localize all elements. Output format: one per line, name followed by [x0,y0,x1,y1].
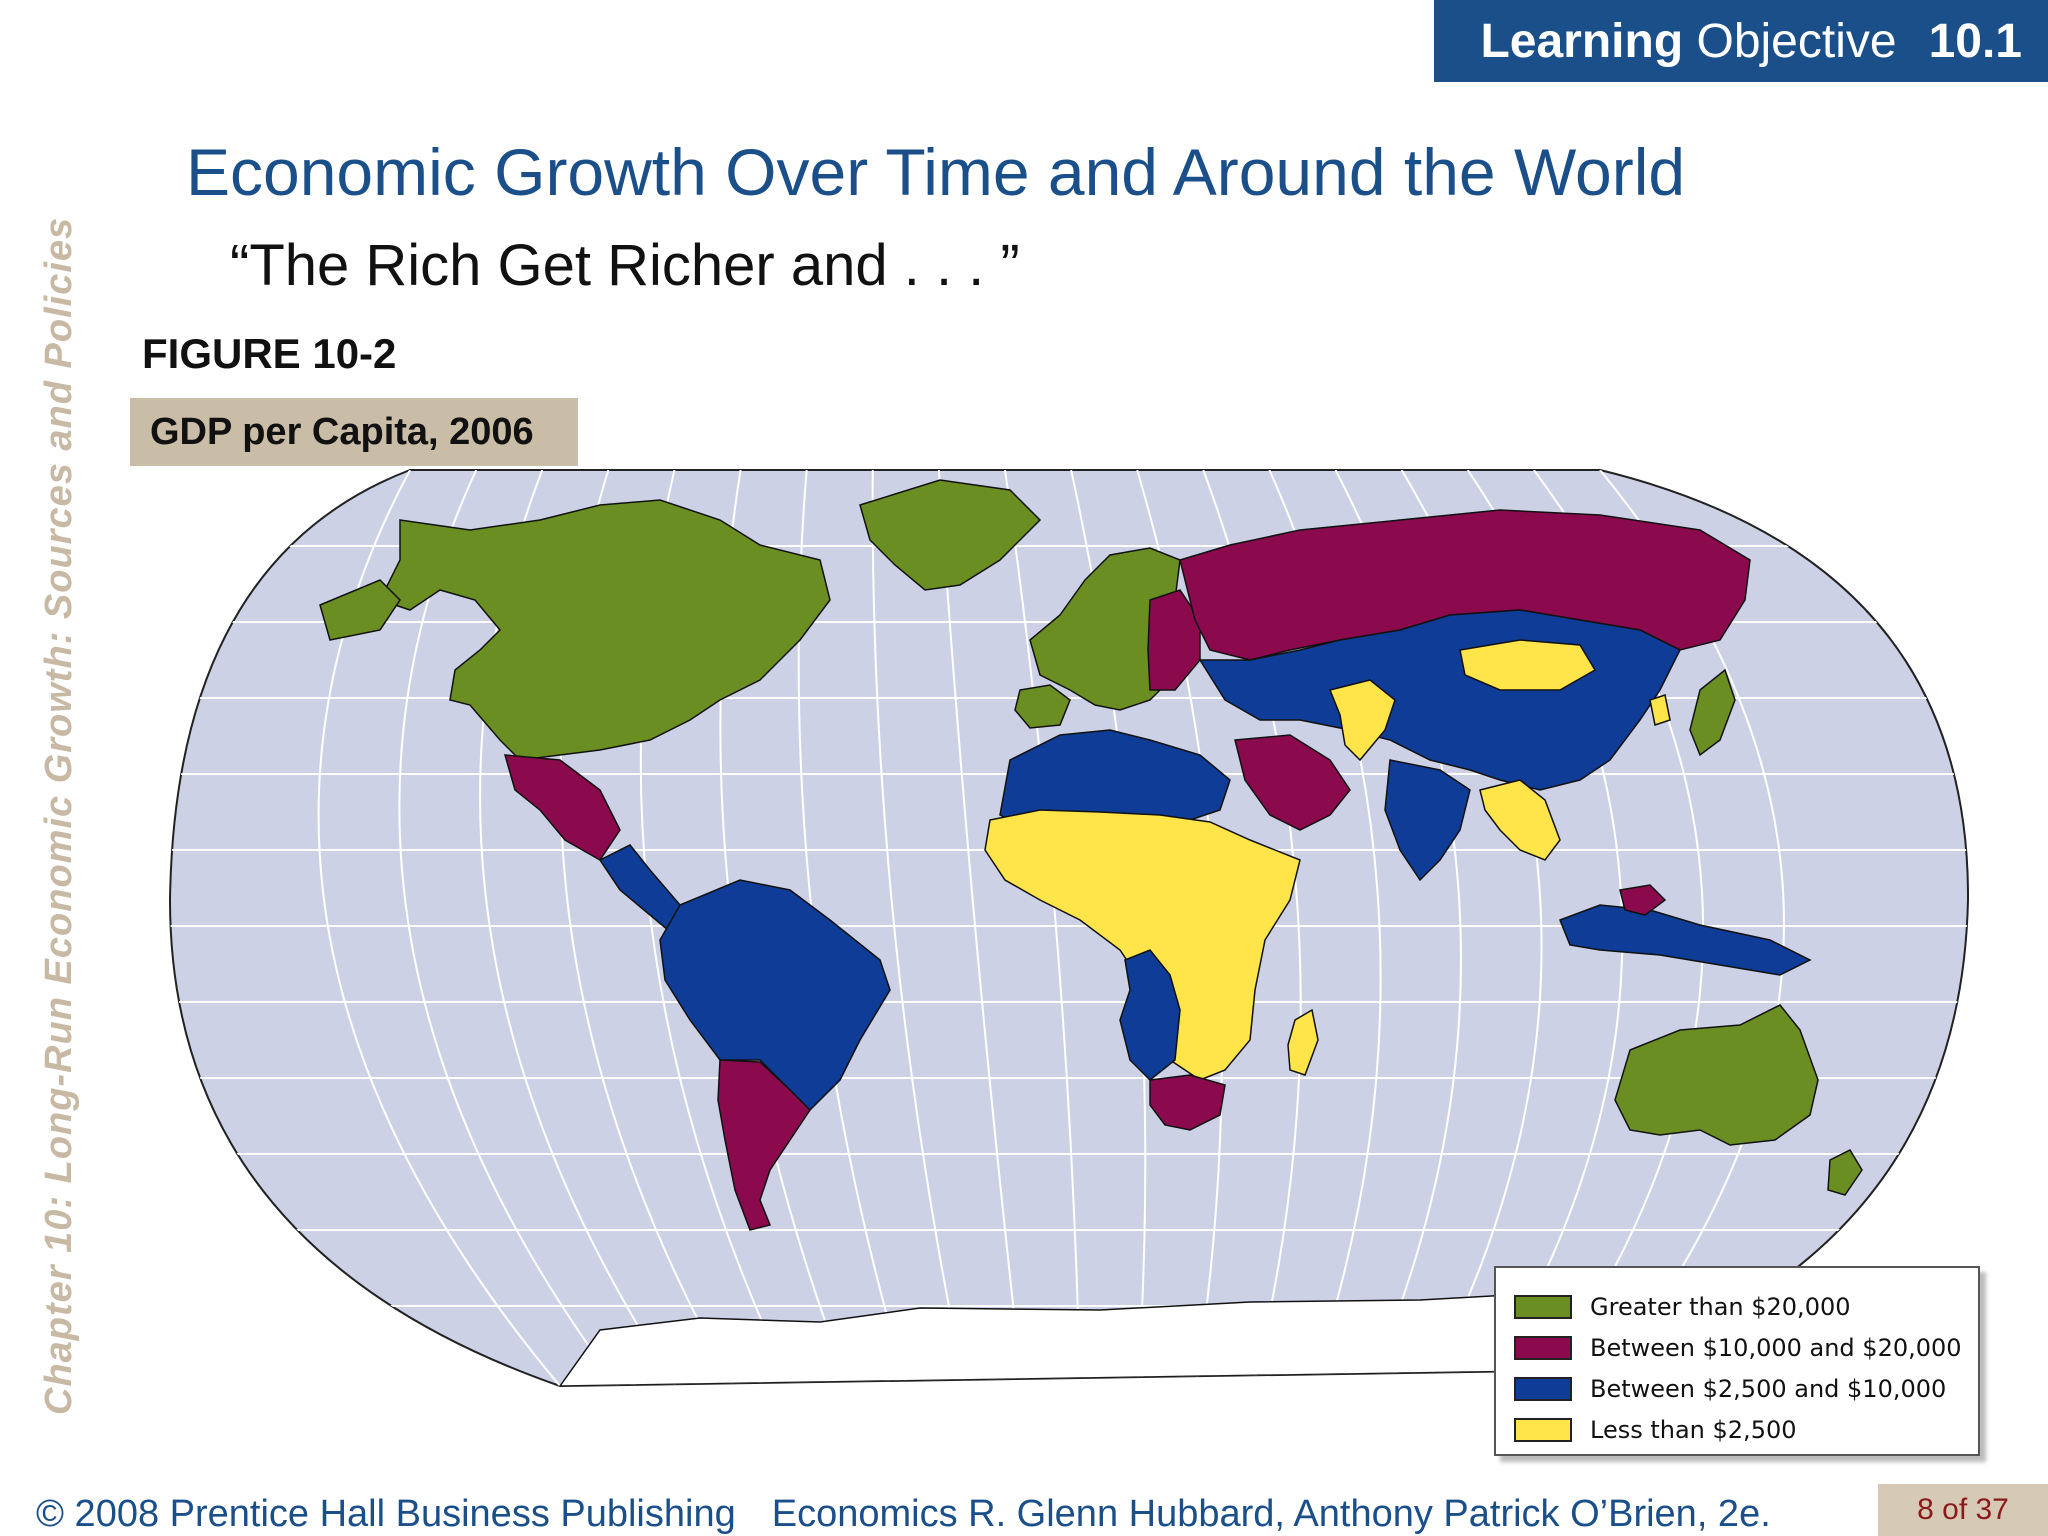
southeast-asia-low [1479,779,1561,861]
figure-number: FIGURE 10-2 [142,330,397,377]
legend-item: Greater than $20,000 [1514,1286,1978,1327]
iberia [1014,684,1071,729]
arabia [1234,734,1351,831]
madagascar [1287,1008,1319,1076]
badge-regular-text: Objective [1696,14,1897,68]
map-landmasses [319,479,1863,1386]
legend-item: Between $10,000 and $20,000 [1514,1327,1978,1368]
legend-label: Greater than $20,000 [1590,1292,1851,1321]
india [1384,759,1471,882]
figure-caption: GDP per Capita, 2006 [130,398,578,466]
footer-book: Economics R. Glenn Hubbard, Anthony Patr… [771,1493,1771,1535]
legend-label: Between $2,500 and $10,000 [1590,1374,1947,1403]
south-america-blue [659,879,891,1112]
legend-label: Between $10,000 and $20,000 [1590,1333,1962,1362]
page-number: 8 of 37 [1878,1484,2048,1536]
map-legend: Greater than $20,000 Between $10,000 and… [1494,1266,1980,1456]
eastern-europe [1147,589,1201,691]
malaysia [1619,884,1667,916]
learning-objective-badge: Learning Objective 10.1 [1434,0,2048,82]
badge-bold-text: Learning [1480,14,1684,68]
mongolia [1459,639,1597,691]
southern-africa [1149,1074,1226,1131]
north-america-high [378,499,831,761]
footer-copyright: © 2008 Prentice Hall Business Publishing [36,1493,736,1535]
legend-swatch [1514,1335,1572,1360]
meridian-line [937,470,1024,1386]
meridian-line [1004,470,1081,1386]
meridian-line [871,470,966,1386]
new-zealand [1827,1149,1863,1196]
south-america-south [717,1059,811,1231]
greenland [859,479,1042,591]
badge-number: 10.1 [1928,14,2022,68]
japan [1689,668,1736,757]
australia [1614,1004,1819,1146]
legend-item: Between $2,500 and $10,000 [1514,1368,1978,1409]
legend-item: Less than $2,500 [1514,1409,1978,1450]
central-africa-blue [1119,949,1181,1082]
legend-swatch [1514,1376,1572,1401]
afghanistan-area [1328,679,1396,762]
slide-title: Economic Growth Over Time and Around the… [186,135,1686,209]
legend-swatch [1514,1294,1572,1319]
legend-label: Less than $2,500 [1590,1415,1797,1444]
alaska [319,579,401,641]
slide-subtitle: “The Rich Get Richer and . . . ” [230,233,1020,298]
legend-swatch [1514,1417,1572,1442]
meridian-line [398,470,619,1386]
footer-text: © 2008 Prentice Hall Business Publishing… [36,1493,1771,1536]
sub-saharan-africa-low [984,809,1301,1081]
korea [1649,694,1671,726]
